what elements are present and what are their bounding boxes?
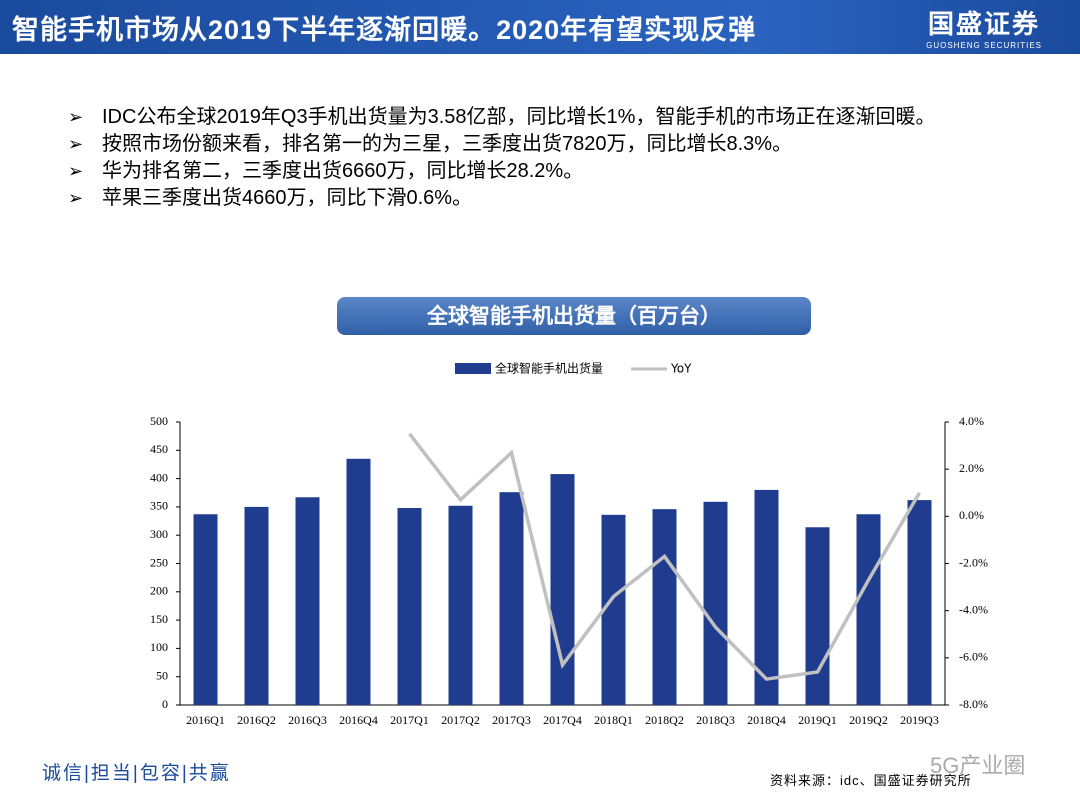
x-tick-label: 2016Q3 <box>288 713 327 727</box>
y-tick-label: 300 <box>150 527 168 541</box>
x-tick-label: 2017Q1 <box>390 713 429 727</box>
bar <box>397 508 422 705</box>
bar <box>805 527 830 705</box>
y-tick-label: 400 <box>150 470 168 484</box>
chart-title: 全球智能手机出货量（百万台） <box>426 304 721 328</box>
legend-swatch <box>455 363 491 374</box>
bullet: 苹果三季度出货4660万，同比下滑0.6%。 <box>68 185 1048 212</box>
x-tick-label: 2016Q2 <box>237 713 276 727</box>
x-tick-label: 2019Q2 <box>849 713 888 727</box>
chart-title-box <box>337 297 811 335</box>
source: 资料来源：idc、国盛证券研究所 <box>770 773 972 788</box>
y-tick-label: 350 <box>150 499 168 513</box>
y2-tick-label: -4.0% <box>959 602 988 616</box>
x-tick-label: 2019Q1 <box>798 713 837 727</box>
y-tick-label: 450 <box>150 442 168 456</box>
y-tick-label: 150 <box>150 612 168 626</box>
legend-label: YoY <box>670 362 692 376</box>
x-tick-label: 2018Q2 <box>645 713 684 727</box>
bar <box>244 506 269 705</box>
bar <box>448 505 473 705</box>
x-tick-label: 2016Q1 <box>186 713 225 727</box>
y-tick-label: 250 <box>150 555 168 569</box>
y2-tick-label: 0.0% <box>959 508 984 522</box>
legend-label: 全球智能手机出货量 <box>495 361 603 376</box>
y2-tick-label: -2.0% <box>959 555 988 569</box>
y-tick-label: 500 <box>150 414 168 428</box>
logo-en: GUOSHENG SECURITIES <box>926 41 1042 50</box>
slide-title: 智能手机市场从2019下半年逐渐回暖。2020年有望实现反弹 <box>12 15 757 45</box>
bullet-list: IDC公布全球2019年Q3手机出货量为3.58亿部，同比增长1%，智能手机的市… <box>68 104 1048 212</box>
bar <box>295 497 320 705</box>
motto: 诚信|担当|包容|共赢 <box>42 763 231 784</box>
bullet: 按照市场份额来看，排名第一的为三星，三季度出货7820万，同比增长8.3%。 <box>68 131 1048 158</box>
y2-tick-label: -8.0% <box>959 697 988 711</box>
bar <box>550 474 575 705</box>
watermark: 5G产业圈 <box>930 753 1026 778</box>
y2-tick-label: -6.0% <box>959 650 988 664</box>
bar <box>499 492 524 705</box>
x-tick-label: 2017Q4 <box>543 713 582 727</box>
bar <box>346 458 371 705</box>
x-tick-label: 2017Q2 <box>441 713 480 727</box>
y-tick-label: 0 <box>162 697 168 711</box>
y2-tick-label: 2.0% <box>959 461 984 475</box>
logo: 国盛证券 GUOSHENG SECURITIES <box>926 4 1042 50</box>
y-tick-label: 100 <box>150 640 168 654</box>
line <box>408 432 922 681</box>
x-tick-label: 2018Q3 <box>696 713 735 727</box>
bullet: IDC公布全球2019年Q3手机出货量为3.58亿部，同比增长1%，智能手机的市… <box>68 104 1048 131</box>
y2-tick-label: 4.0% <box>959 414 984 428</box>
bullet: 华为排名第二，三季度出货6660万，同比增长28.2%。 <box>68 158 1048 185</box>
bar <box>652 509 677 705</box>
x-tick-label: 2018Q4 <box>747 713 786 727</box>
y-tick-label: 200 <box>150 584 168 598</box>
x-tick-label: 2017Q3 <box>492 713 531 727</box>
x-tick-label: 2019Q3 <box>900 713 939 727</box>
y-tick-label: 50 <box>156 668 168 682</box>
bar <box>703 501 728 705</box>
bar <box>907 500 932 705</box>
x-tick-label: 2018Q1 <box>594 713 633 727</box>
bar <box>193 514 218 705</box>
logo-text: 国盛证券 <box>928 9 1041 39</box>
header-bar: 智能手机市场从2019下半年逐渐回暖。2020年有望实现反弹 国盛证券 GUOS… <box>0 0 1080 54</box>
x-tick-label: 2016Q4 <box>339 713 378 727</box>
bar <box>856 514 881 705</box>
